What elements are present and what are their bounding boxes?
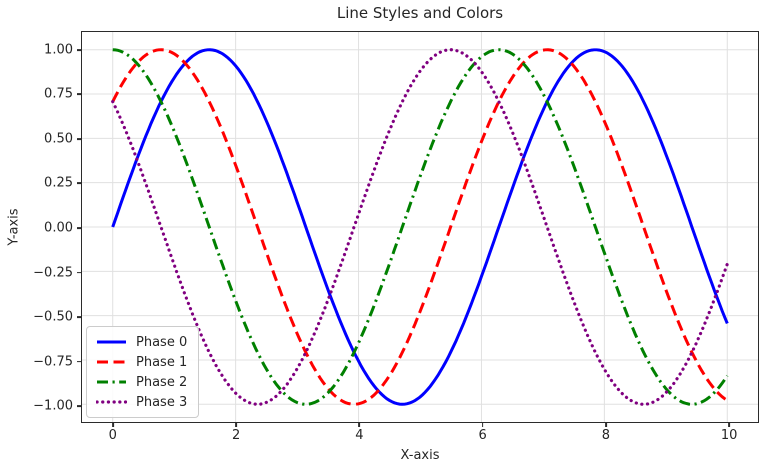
legend-sample-dashed-line [97,360,126,364]
series-phase-1 [111,48,729,406]
y-tick-label: −1.00 [33,398,73,414]
x-tick-label: 8 [601,428,611,443]
chart-title: Line Styles and Colors [336,4,504,22]
legend-item-label: Phase 0 [136,334,188,350]
x-tick-mark [111,422,114,427]
y-tick-mark [77,48,82,51]
x-tick-label: 6 [478,428,487,443]
y-tick-label: 1.00 [44,42,73,58]
y-tick-label: 0.75 [44,86,73,102]
x-tick-mark [605,422,607,427]
y-tick-label: −0.50 [33,309,73,325]
y-tick-mark [77,227,82,229]
legend: Phase 0 Phase 1 Phase 2 Phase 3 [86,326,200,418]
plot-area: Phase 0 Phase 1 Phase 2 Phase 3 0 2 4 6 8 10 1.00… [33,31,759,442]
y-tick-mark [77,93,82,96]
y-tick-mark [77,360,82,363]
legend-item: Phase 3 [96,394,187,410]
plot-svg [82,32,758,422]
y-tick-label: 0.25 [44,175,73,191]
x-tick-mark [481,422,484,427]
x-tick-mark [235,422,237,427]
legend-sample-dotted-line [96,400,127,404]
legend-item-label: Phase 2 [136,374,188,390]
y-tick-mark [77,138,82,140]
x-axis-label: X-axis [400,448,440,463]
x-tick-mark [728,422,731,427]
y-axis-label: Y-axis [6,208,22,246]
y-tick-label: −0.75 [33,354,73,370]
legend-sample-solid-line [97,340,126,344]
y-tick-label: 0.00 [44,220,73,236]
y-tick-label: 0.50 [44,131,73,147]
legend-item: Phase 2 [96,374,187,390]
legend-item: Phase 1 [96,354,187,370]
y-tick-label: −0.25 [33,265,73,281]
legend-sample-dashdot-line [97,380,126,384]
y-tick-mark [77,182,82,185]
legend-item-label: Phase 3 [136,394,188,410]
series-phase-2 [112,48,729,406]
legend-item: Phase 0 [96,334,187,350]
legend-item-label: Phase 1 [136,354,188,370]
series-phase-3 [111,48,729,406]
x-tick-label: 0 [108,428,117,443]
x-tick-mark [358,422,361,427]
y-tick-mark [77,316,82,318]
y-tick-mark [77,271,82,274]
x-tick-label: 10 [720,428,738,443]
series-phase-0 [111,48,729,406]
y-tick-mark [77,405,82,408]
x-tick-label: 4 [355,428,364,443]
x-tick-label: 2 [231,428,241,443]
